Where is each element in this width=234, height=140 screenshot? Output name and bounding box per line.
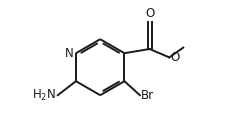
Text: N: N [64, 47, 73, 60]
Text: H$_2$N: H$_2$N [32, 88, 56, 103]
Text: O: O [145, 7, 154, 20]
Text: O: O [171, 51, 180, 64]
Text: Br: Br [141, 89, 154, 102]
